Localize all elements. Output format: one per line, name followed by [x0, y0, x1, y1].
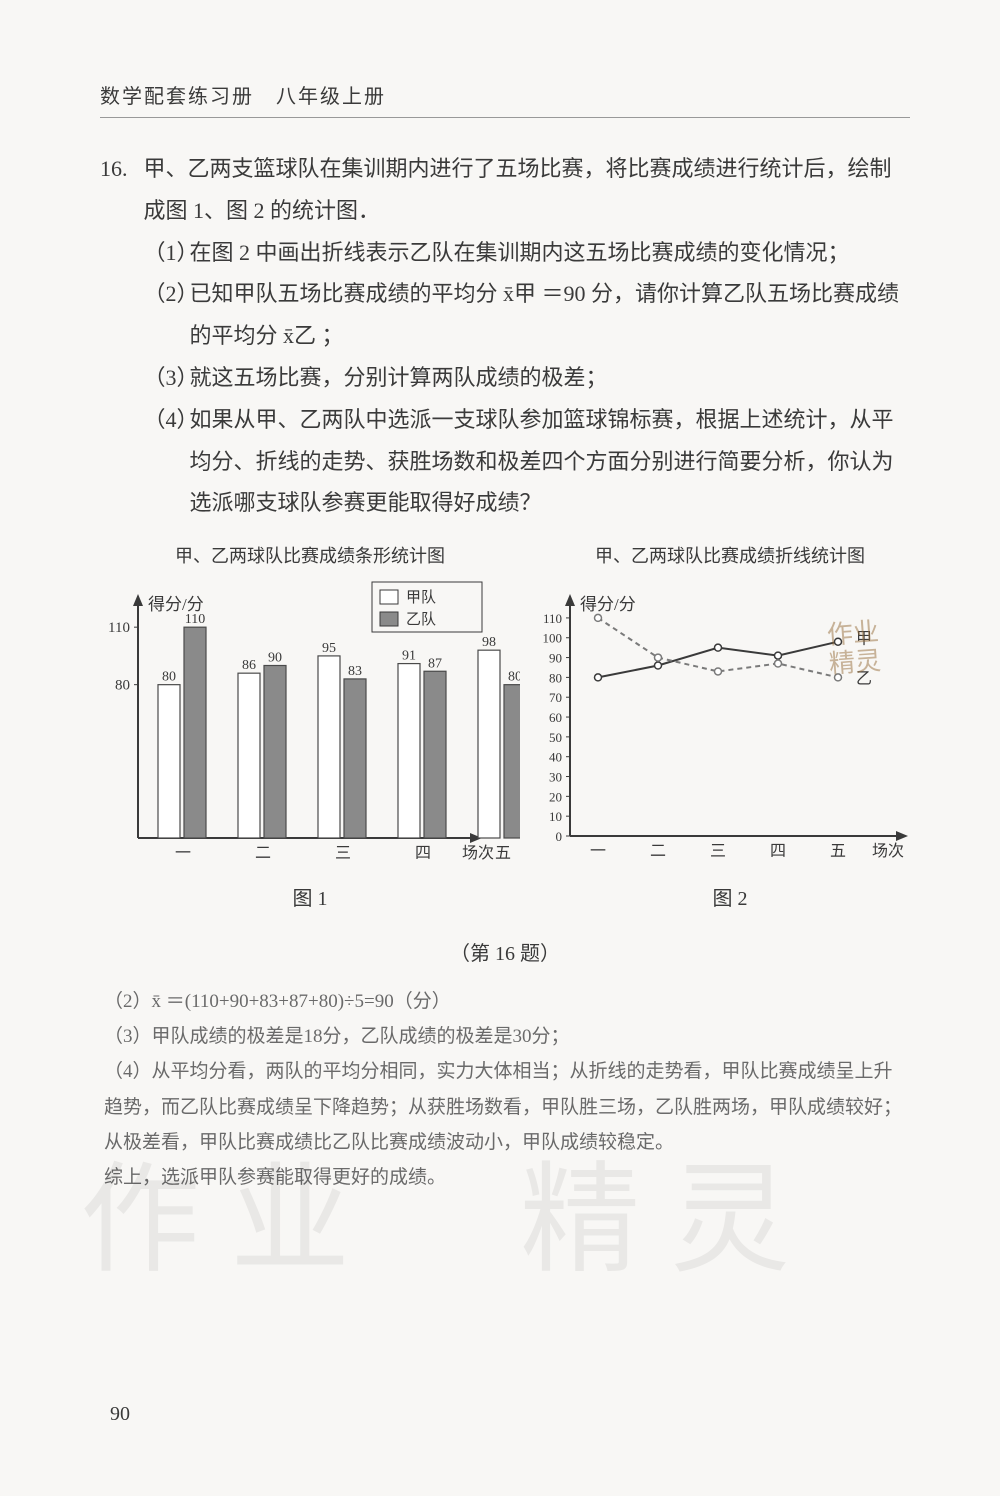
figure-caption: （第 16 题） — [100, 937, 910, 966]
answer-line-4: （4）从平均分看，两队的平均分相同，实力大体相当；从折线的走势看，甲队比赛成绩呈… — [104, 1054, 906, 1159]
svg-text:90: 90 — [549, 651, 562, 666]
svg-text:86: 86 — [242, 658, 256, 673]
svg-text:95: 95 — [322, 641, 336, 656]
svg-text:三: 三 — [335, 845, 351, 862]
svg-text:甲: 甲 — [856, 631, 872, 648]
svg-text:20: 20 — [549, 790, 562, 805]
part-2-text: 已知甲队五场比赛成绩的平均分 x̄甲 ＝90 分，请你计算乙队五场比赛成绩的平均… — [190, 281, 900, 348]
svg-text:60: 60 — [549, 710, 562, 725]
handwritten-answers: （2）x̄ ＝(110+90+83+87+80)÷5=90（分） （3）甲队成绩… — [100, 984, 910, 1195]
answer-line-2: （2）x̄ ＝(110+90+83+87+80)÷5=90（分） — [104, 984, 906, 1019]
fig1-label: 图 1 — [100, 882, 520, 911]
svg-text:30: 30 — [549, 770, 562, 785]
problem-16: 16. 甲、乙两支篮球队在集训期内进行了五场比赛，将比赛成绩进行统计后，绘制成图… — [100, 148, 910, 524]
svg-text:二: 二 — [255, 845, 271, 862]
svg-text:40: 40 — [549, 750, 562, 765]
svg-text:一: 一 — [590, 843, 606, 860]
bar-chart-title: 甲、乙两球队比赛成绩条形统计图 — [100, 542, 520, 568]
answer-line-5: 综上，选派甲队参赛能取得更好的成绩。 — [104, 1160, 906, 1195]
svg-text:50: 50 — [549, 730, 562, 745]
svg-text:乙: 乙 — [856, 671, 872, 688]
svg-text:80: 80 — [162, 670, 176, 685]
part-1-num: （1） — [144, 232, 190, 274]
svg-text:一: 一 — [175, 845, 191, 862]
svg-text:乙队: 乙队 — [406, 611, 436, 628]
svg-text:70: 70 — [549, 690, 562, 705]
svg-text:得分/分: 得分/分 — [580, 595, 636, 614]
line-chart-svg: 得分/分 0 10 20 30 40 50 60 70 80 90 100 110 一 二 三 四 五 场次 甲乙 — [520, 578, 940, 868]
svg-text:90: 90 — [268, 651, 282, 666]
svg-text:甲队: 甲队 — [406, 589, 436, 606]
svg-text:87: 87 — [428, 656, 442, 671]
svg-text:五: 五 — [830, 843, 846, 860]
svg-text:110: 110 — [185, 612, 205, 627]
svg-text:80: 80 — [115, 678, 130, 694]
svg-text:四: 四 — [770, 843, 786, 860]
svg-text:0: 0 — [556, 829, 563, 844]
svg-text:五: 五 — [495, 845, 511, 862]
bar-chart-block: 甲、乙两球队比赛成绩条形统计图 得分/分 80 110 80 110 一 86 90 二 95 83… — [100, 542, 520, 911]
answer-line-3: （3）甲队成绩的极差是18分，乙队成绩的极差是30分； — [104, 1019, 906, 1054]
page-header: 数学配套练习册 八年级上册 — [100, 80, 910, 118]
page-number: 90 — [110, 1403, 130, 1426]
svg-text:100: 100 — [543, 631, 563, 646]
bar-chart-svg: 得分/分 80 110 80 110 一 86 90 二 95 83 三 91 87 四 98 80 五场次 甲队乙… — [100, 578, 520, 868]
svg-text:10: 10 — [549, 809, 562, 824]
problem-number: 16. — [100, 148, 138, 190]
svg-text:98: 98 — [482, 635, 496, 650]
svg-text:110: 110 — [543, 611, 562, 626]
svg-text:91: 91 — [402, 649, 416, 664]
svg-text:二: 二 — [650, 843, 666, 860]
part-1-text: 在图 2 中画出折线表示乙队在集训期内这五场比赛成绩的变化情况； — [190, 240, 850, 265]
part-4-text: 如果从甲、乙两队中选派一支球队参加篮球锦标赛，根据上述统计，从平均分、折线的走势… — [190, 407, 894, 516]
svg-text:得分/分: 得分/分 — [148, 595, 204, 614]
svg-text:四: 四 — [415, 845, 431, 862]
part-3-text: 就这五场比赛，分别计算两队成绩的极差； — [190, 365, 608, 390]
svg-text:80: 80 — [508, 670, 520, 685]
part-2-num: （2） — [144, 273, 190, 315]
svg-text:83: 83 — [348, 664, 362, 679]
svg-text:场次: 场次 — [462, 844, 494, 862]
fig2-label: 图 2 — [520, 882, 940, 911]
line-chart-block: 甲、乙两球队比赛成绩折线统计图 得分/分 0 10 20 30 40 50 60 70 80 90 1… — [520, 542, 940, 911]
svg-text:110: 110 — [108, 620, 130, 636]
svg-text:80: 80 — [549, 671, 562, 686]
svg-text:三: 三 — [710, 843, 726, 860]
problem-intro: 甲、乙两支篮球队在集训期内进行了五场比赛，将比赛成绩进行统计后，绘制成图 1、图… — [144, 156, 892, 223]
part-3-num: （3） — [144, 357, 190, 399]
svg-text:场次: 场次 — [872, 842, 904, 860]
line-chart-title: 甲、乙两球队比赛成绩折线统计图 — [520, 542, 940, 568]
part-4-num: （4） — [144, 399, 190, 441]
